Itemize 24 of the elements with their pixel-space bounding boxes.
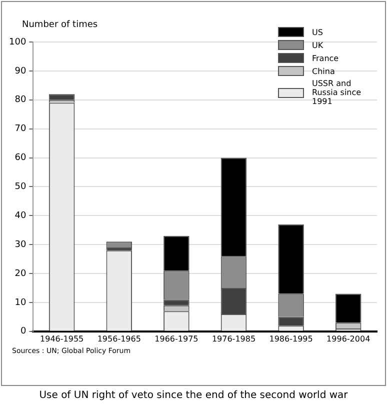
y-tick-label: 100 [8, 37, 26, 48]
y-tick-label: 30 [14, 240, 26, 250]
legend-label: USSR and Russia since 1991 [312, 79, 362, 106]
y-axis-title: Number of times [22, 20, 98, 30]
legend-label: UK [312, 40, 324, 50]
y-tick-label: 70 [14, 124, 26, 134]
legend-label: France [312, 54, 339, 62]
x-tick-label: 1986-1995 [269, 334, 313, 344]
x-tick-label: 1946-1955 [40, 334, 84, 344]
x-tick-label: 1976-1985 [212, 334, 256, 344]
y-tick-label: 40 [14, 210, 26, 221]
y-tick-label: 80 [14, 95, 26, 106]
text: Use of UN right of veto since the end of the second world war [38, 390, 349, 401]
legend-label: US [312, 28, 323, 36]
x-tick-label: 1996-2004 [326, 334, 370, 344]
y-tick-label: 50 [14, 182, 26, 192]
x-tick-label: 1966-1975 [154, 334, 198, 344]
y-tick-label: 90 [14, 66, 26, 76]
y-tick-label: 0 [20, 326, 26, 337]
y-tick-label: 20 [14, 268, 26, 279]
y-tick-label: 60 [14, 153, 26, 164]
legend-label: China [312, 66, 335, 76]
x-tick-label: 1956-1965 [97, 334, 141, 344]
y-tick-label: 10 [14, 298, 26, 308]
